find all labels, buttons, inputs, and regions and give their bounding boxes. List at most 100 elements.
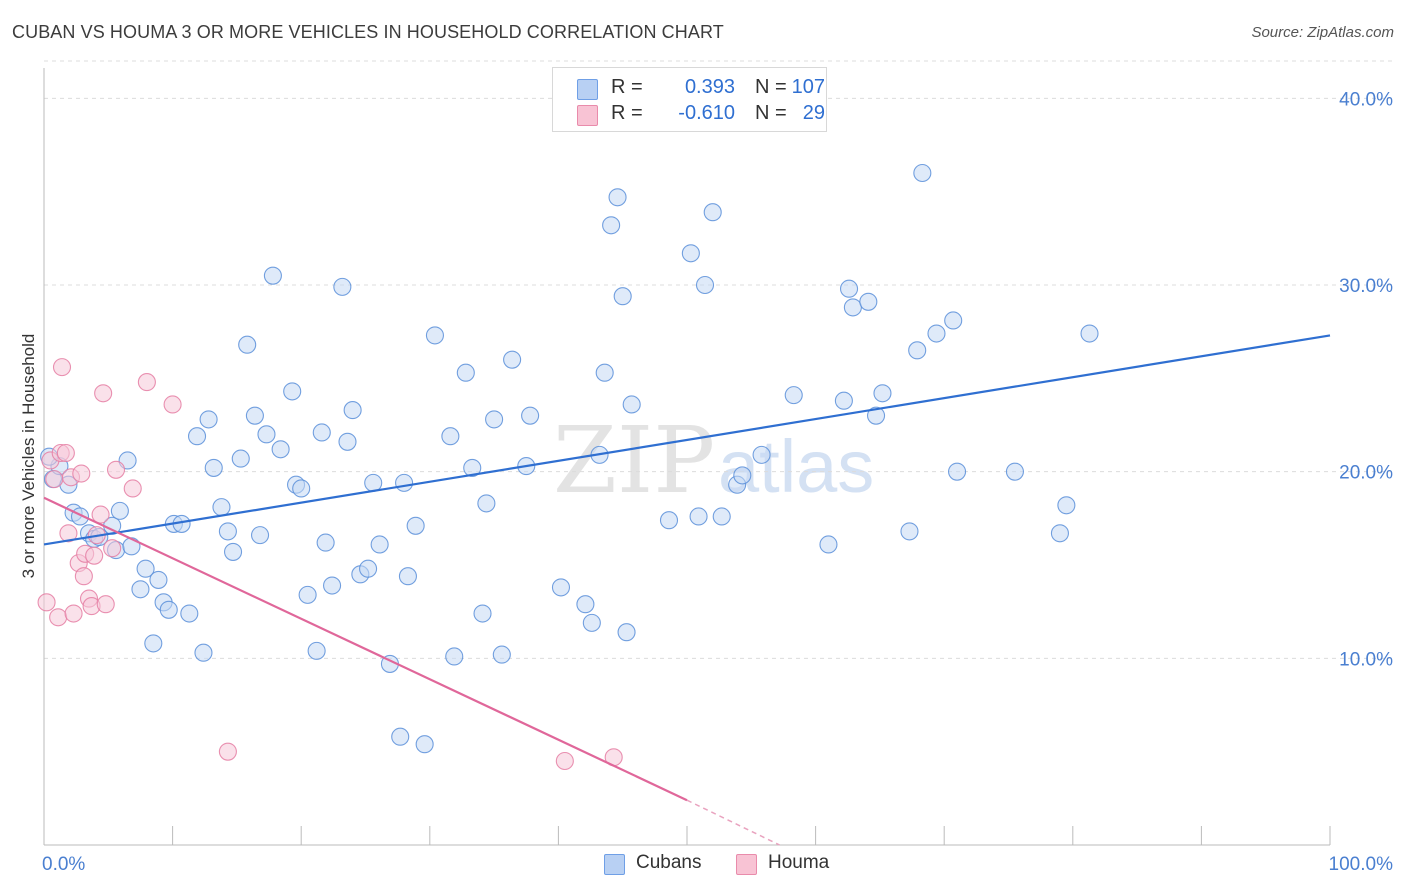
data-point: [1050, 524, 1069, 543]
data-point: [733, 466, 752, 485]
trend-line-houma: [43, 496, 688, 802]
data-point: [834, 391, 853, 410]
data-point: [199, 410, 218, 429]
data-point: [659, 511, 679, 530]
data-point: [602, 216, 621, 235]
data-point: [477, 494, 496, 513]
y-tick-label: 10.0%: [1339, 649, 1393, 670]
data-point: [307, 641, 326, 660]
legend-swatch-cubans: [577, 79, 598, 100]
data-point: [608, 188, 627, 207]
data-point: [948, 462, 967, 481]
data-point: [316, 533, 335, 552]
data-point: [492, 645, 511, 664]
data-point: [613, 287, 632, 306]
data-points: [37, 163, 1099, 771]
data-point: [312, 423, 331, 442]
data-point: [223, 542, 243, 561]
data-point: [445, 647, 464, 666]
data-point: [866, 406, 886, 425]
data-point: [425, 326, 444, 345]
data-point: [64, 604, 83, 623]
data-point: [218, 742, 237, 761]
data-point: [415, 735, 434, 754]
data-point: [72, 464, 91, 483]
data-point: [343, 401, 362, 420]
data-point: [391, 727, 410, 746]
data-point: [163, 395, 182, 414]
legend-swatch-houma: [577, 105, 598, 126]
data-point: [110, 501, 129, 520]
data-point: [106, 460, 126, 479]
data-point: [576, 595, 595, 614]
data-point: [292, 479, 311, 498]
data-point: [395, 473, 414, 492]
data-point: [45, 470, 64, 489]
grid-lines: [44, 60, 1392, 659]
legend-r-value: 0.393: [684, 76, 735, 98]
data-point: [136, 559, 155, 578]
data-point: [681, 244, 700, 263]
data-point: [96, 595, 115, 614]
trend-extension-houma: [686, 799, 780, 846]
trend-lines: [43, 334, 1331, 846]
data-point: [359, 559, 378, 578]
data-point: [819, 535, 838, 554]
data-point: [900, 522, 919, 541]
data-point: [245, 406, 264, 425]
legend-r-label: R =: [611, 102, 643, 124]
data-point: [441, 427, 460, 446]
x-tick-label: 0.0%: [42, 854, 85, 875]
data-point: [406, 516, 425, 535]
data-point: [298, 585, 317, 604]
data-point: [784, 386, 803, 405]
series-swatch-cubans: [604, 854, 625, 875]
data-point: [74, 567, 93, 586]
data-point: [91, 505, 110, 524]
data-point: [149, 570, 168, 589]
data-point: [333, 277, 352, 296]
data-point: [503, 350, 522, 369]
data-point: [338, 432, 357, 451]
data-point: [85, 546, 104, 565]
data-point: [370, 535, 389, 554]
data-point: [622, 395, 641, 414]
data-point: [1080, 324, 1099, 343]
data-point: [485, 410, 504, 429]
legend-n-value: 29: [802, 102, 825, 124]
y-tick-label: 20.0%: [1339, 463, 1393, 484]
data-point: [703, 203, 722, 222]
data-point: [695, 275, 715, 295]
data-point: [94, 384, 113, 403]
data-point: [59, 524, 78, 543]
stats-legend: R = 0.393 N = 107 R = -0.610 N = 29: [552, 67, 827, 132]
data-point: [56, 443, 75, 463]
data-point: [131, 580, 150, 599]
trend-line-cubans: [43, 334, 1331, 546]
data-point: [752, 445, 771, 464]
data-point: [908, 341, 927, 360]
data-point: [283, 382, 302, 401]
data-point: [137, 373, 156, 392]
data-point: [122, 537, 141, 556]
data-point: [398, 567, 417, 586]
data-point: [323, 576, 342, 595]
data-point: [159, 600, 178, 619]
watermark-zip: ZIP: [553, 407, 715, 514]
data-point: [595, 363, 614, 382]
y-tick-label: 30.0%: [1339, 276, 1393, 297]
data-point: [144, 634, 163, 653]
y-axis-label: 3 or more Vehicles in Household: [19, 334, 38, 579]
data-point: [555, 751, 574, 771]
data-point: [49, 608, 68, 627]
data-point: [456, 363, 475, 382]
data-point: [123, 479, 142, 498]
data-point: [521, 406, 540, 425]
data-point: [263, 266, 282, 285]
legend-r-label: R =: [611, 76, 643, 98]
data-point: [617, 623, 636, 642]
data-point: [839, 279, 859, 298]
series-houma: [37, 358, 623, 771]
source-label: Source: ZipAtlas.com: [1251, 24, 1394, 41]
